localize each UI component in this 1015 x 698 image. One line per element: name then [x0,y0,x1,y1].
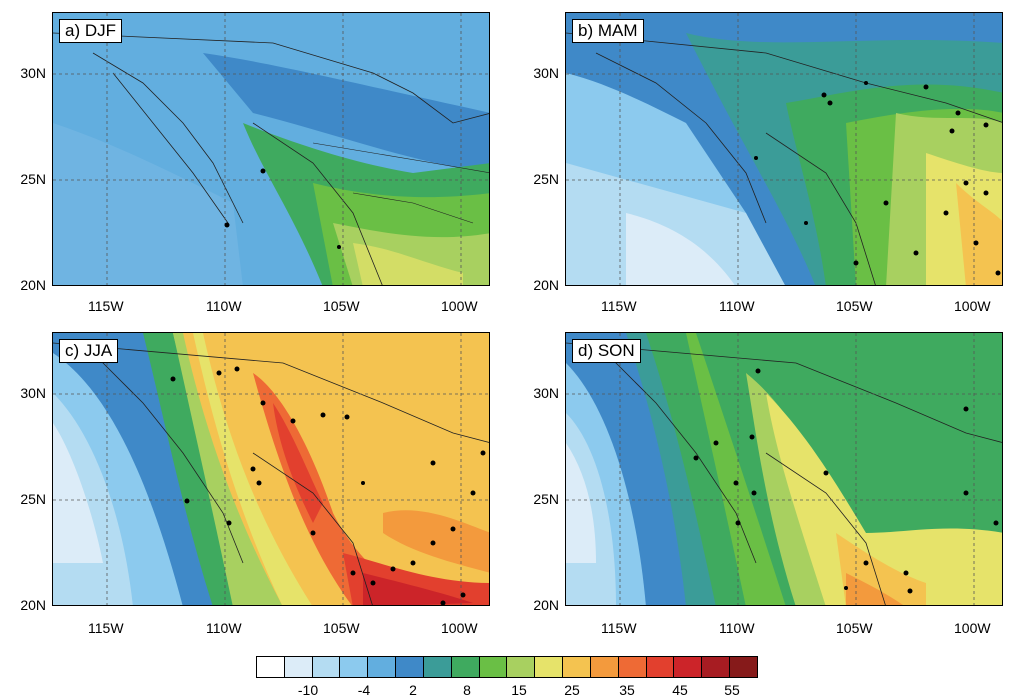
lon-label-100w: 100W [441,298,478,314]
lat-label-30n: 30N [20,385,46,401]
lon-label-110w: 110W [719,298,755,314]
colorbar-swatch [340,657,369,677]
colorbar-label: 45 [672,682,688,698]
colorbar-swatch [312,657,341,677]
lon-label-100w: 100W [954,620,991,636]
colorbar-swatch [618,657,647,677]
lat-label-30n: 30N [533,65,559,81]
panel-label: b) MAM [572,19,644,43]
lat-label-20n: 20N [20,277,46,293]
colorbar-label: 8 [463,682,471,698]
colorbar-label: 15 [511,682,527,698]
lat-label-25n: 25N [20,171,46,187]
lat-label-25n: 25N [533,171,559,187]
panel-djf: a) DJF [52,12,490,286]
colorbar-label: -4 [357,682,371,698]
lon-label-115w: 115W [601,620,637,636]
panel-son: d) SON [565,332,1003,606]
colorbar-swatch [730,657,757,677]
map-jja [53,333,489,605]
lon-label-115w: 115W [88,298,124,314]
colorbar-label: -10 [297,682,319,698]
colorbar-label: 35 [619,682,635,698]
colorbar-label: 25 [564,682,580,698]
colorbar-swatch [284,657,313,677]
lat-label-20n: 20N [20,597,46,613]
colorbar-swatch [535,657,564,677]
lon-label-110w: 110W [206,298,242,314]
lon-label-110w: 110W [206,620,242,636]
colorbar-swatch [479,657,508,677]
colorbar-swatch [646,657,675,677]
colorbar-swatch [423,657,452,677]
lat-label-25n: 25N [20,491,46,507]
colorbar-swatch [507,657,536,677]
colorbar-swatch [396,657,424,677]
lon-label-105w: 105W [836,298,873,314]
lon-label-105w: 105W [836,620,873,636]
lon-label-115w: 115W [601,298,637,314]
lat-label-30n: 30N [20,65,46,81]
lat-label-20n: 20N [533,597,559,613]
panel-mam: b) MAM [565,12,1003,286]
map-son [566,333,1002,605]
lon-label-110w: 110W [719,620,755,636]
colorbar-swatch [563,657,591,677]
map-djf [53,13,489,285]
map-mam [566,13,1002,285]
colorbar-label: 2 [409,682,417,698]
lat-label-30n: 30N [533,385,559,401]
colorbar-swatch [257,657,285,677]
lat-label-25n: 25N [533,491,559,507]
lon-label-100w: 100W [954,298,991,314]
panel-label: d) SON [572,339,641,363]
colorbar-swatch [368,657,397,677]
panel-label: c) JJA [59,339,119,363]
lon-label-105w: 105W [323,298,360,314]
colorbar-swatch [451,657,480,677]
lon-label-100w: 100W [441,620,478,636]
colorbar-swatch [702,657,731,677]
colorbar [256,656,758,678]
lon-label-105w: 105W [323,620,360,636]
panel-jja: c) JJA [52,332,490,606]
colorbar-swatch [674,657,703,677]
panel-label: a) DJF [59,19,122,43]
lat-label-20n: 20N [533,277,559,293]
colorbar-swatch [590,657,619,677]
colorbar-label: 55 [724,682,740,698]
lon-label-115w: 115W [88,620,124,636]
